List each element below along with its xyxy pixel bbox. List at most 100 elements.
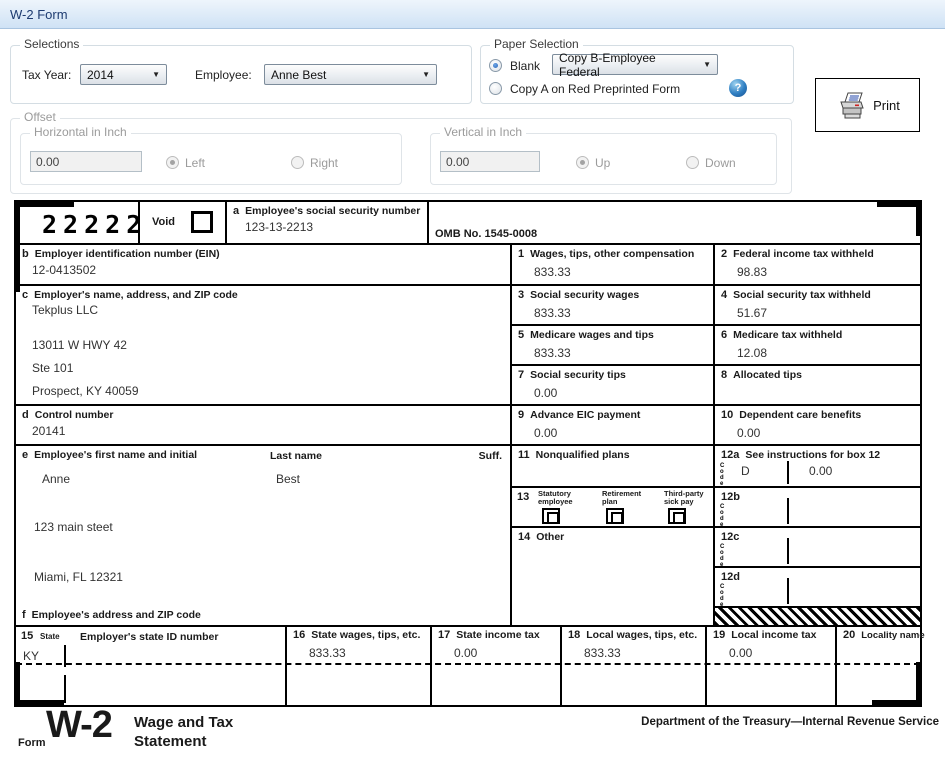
w2-box-2: 2 Federal income tax withheld 98.83 <box>715 245 920 286</box>
corner-mark-bottom-left <box>14 662 20 707</box>
w2-box-e: e Employee's first name and initial Last … <box>16 446 512 625</box>
w2-box-12c: 12c Code <box>715 528 920 568</box>
w2-box-13: 13 Statutory employee Retirement plan Th… <box>512 488 715 528</box>
w2-box-d: d Control number 20141 <box>16 406 512 446</box>
employee-dropdown[interactable]: Anne Best ▼ <box>264 64 437 85</box>
window-title: W-2 Form <box>10 6 68 22</box>
blank-radio-label: Blank <box>510 59 541 73</box>
tax-year-value: 2014 <box>87 67 114 82</box>
w2-box-3: 3 Social security wages 833.33 <box>512 286 715 326</box>
print-button-label: Print <box>873 97 900 113</box>
w2-control-code: 22222 <box>42 210 148 239</box>
box12a-divider <box>787 461 789 484</box>
w2-box-8: 8 Allocated tips <box>715 366 920 406</box>
copy-type-dropdown[interactable]: Copy B-Employee Federal ▼ <box>552 51 718 79</box>
footer-form-word: Form <box>18 737 46 749</box>
corner-mark-top-left <box>14 200 74 207</box>
w2-box-a: a Employee's social security number 123-1… <box>227 202 429 245</box>
horizontal-offset-input[interactable]: 0.00 <box>30 151 142 172</box>
code-vertical-label: Code <box>720 544 725 568</box>
corner-mark-bottom-left <box>14 700 64 707</box>
paper-selection-legend: Paper Selection <box>490 37 583 51</box>
chevron-down-icon: ▼ <box>422 70 430 79</box>
code-vertical-label: Code <box>720 504 725 528</box>
offset-legend: Offset <box>20 110 60 124</box>
blank-radio[interactable] <box>489 59 502 72</box>
offset-right-radio[interactable] <box>291 156 304 169</box>
footer-statement: Wage and Tax Statement <box>134 714 234 750</box>
window-title-bar: W-2 Form <box>0 0 945 29</box>
w2-box-f: f Employee's address and ZIP code <box>22 609 201 621</box>
corner-mark-top-right <box>916 200 922 236</box>
third-party-sick-pay-group: Third-party sick pay <box>664 490 716 529</box>
copy-type-value: Copy B-Employee Federal <box>559 50 656 79</box>
state-value: KY <box>23 649 40 663</box>
corner-mark-top-right <box>877 200 922 207</box>
w2-box-11: 11 Nonqualified plans <box>512 446 715 488</box>
w2-void-cell: Void <box>140 202 227 245</box>
offset-left-label: Left <box>185 156 206 170</box>
tax-year-dropdown[interactable]: 2014 ▼ <box>80 64 167 85</box>
statutory-employee-group: Statutory employee <box>538 490 590 529</box>
w2-box-c: c Employer's name, address, and ZIP code … <box>16 286 512 406</box>
offset-up-radio[interactable] <box>576 156 589 169</box>
state-id-label: Employer's state ID number <box>80 631 219 643</box>
w2-box-17: 17 State income tax 0.00 <box>432 625 562 705</box>
void-checkbox <box>191 211 213 233</box>
w2-box-15: 15 State Employer's state ID number KY <box>16 625 287 705</box>
w2-ein-value: 12-0413502 <box>32 263 97 277</box>
w2-box-14: 14 Other <box>512 528 715 625</box>
offset-left-radio[interactable] <box>166 156 179 169</box>
w2-box-19: 19 Local income tax 0.00 <box>707 625 837 705</box>
offset-down-radio[interactable] <box>686 156 699 169</box>
w2-box-12a: 12a See instructions for box 12 Code D 0.… <box>715 446 920 488</box>
state-cell-tick-2 <box>64 675 66 703</box>
chevron-down-icon: ▼ <box>703 60 711 69</box>
print-button[interactable]: Print <box>815 78 920 132</box>
box12a-amount: 0.00 <box>809 464 833 478</box>
w2-form-preview: 22222 Void a Employee's social security n… <box>14 200 925 707</box>
state-row-dashed-divider <box>16 663 920 665</box>
w2-box-1: 1 Wages, tips, other compensation 833.33 <box>512 245 715 286</box>
retirement-plan-group: Retirement plan <box>602 490 654 529</box>
horizontal-offset-legend: Horizontal in Inch <box>30 125 131 139</box>
w2-ssn-value: 123-13-2213 <box>245 220 314 234</box>
copy-a-radio[interactable] <box>489 82 502 95</box>
hatched-area <box>715 608 920 625</box>
w2-control-code-cell: 22222 <box>16 202 141 245</box>
w2-box-6: 6 Medicare tax withheld 12.08 <box>715 326 920 366</box>
employer-address-2: Ste 101 <box>32 361 74 375</box>
offset-up-label: Up <box>595 156 611 170</box>
footer-department: Department of the Treasury—Internal Reve… <box>641 716 939 728</box>
tax-year-label: Tax Year: <box>22 68 72 82</box>
corner-mark-bottom-right <box>872 700 922 707</box>
suffix-label: Suff. <box>478 450 502 462</box>
w2-box-b: b Employer identification number (EIN) 12… <box>16 245 512 286</box>
last-name-label: Last name <box>270 450 322 462</box>
state-cell-tick-1 <box>64 645 66 667</box>
w2-void-label: Void <box>152 216 176 228</box>
code-vertical-label: Code <box>720 463 725 487</box>
help-globe-icon[interactable]: ? <box>729 79 747 97</box>
employee-label: Employee: <box>195 68 252 82</box>
w2-box-16: 16 State wages, tips, etc. 833.33 <box>287 625 432 705</box>
third-party-sick-pay-checkbox <box>668 508 686 524</box>
selections-legend: Selections <box>20 37 84 51</box>
w2-box-18: 18 Local wages, tips, etc. 833.33 <box>562 625 707 705</box>
w2-box-10: 10 Dependent care benefits 0.00 <box>715 406 920 446</box>
w2-box-9: 9 Advance EIC payment 0.00 <box>512 406 715 446</box>
employee-first-name: Anne <box>42 472 71 486</box>
state-sublabel: State <box>40 632 60 641</box>
employee-city-state-zip: Miami, FL 12321 <box>34 570 123 584</box>
vertical-offset-input[interactable]: 0.00 <box>440 151 540 172</box>
box12d-divider <box>787 578 789 604</box>
w2-box-4: 4 Social security tax withheld 51.67 <box>715 286 920 326</box>
w2-omb-number: OMB No. 1545-0008 <box>435 228 538 240</box>
box12c-divider <box>787 538 789 564</box>
box12a-code: D <box>741 464 750 478</box>
control-number-value: 20141 <box>32 424 66 438</box>
employee-value: Anne Best <box>271 67 327 82</box>
w2-box-5: 5 Medicare wages and tips 833.33 <box>512 326 715 366</box>
chevron-down-icon: ▼ <box>152 70 160 79</box>
employee-last-name: Best <box>276 472 301 486</box>
